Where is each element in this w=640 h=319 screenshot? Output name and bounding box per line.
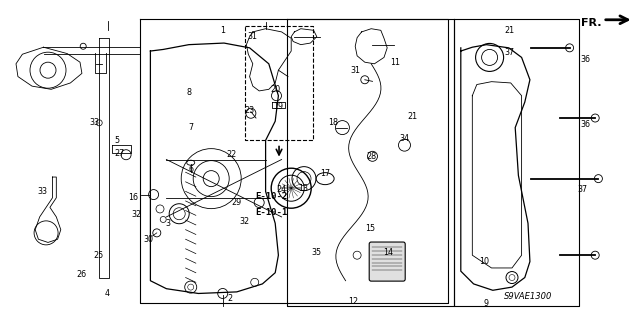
Text: 24: 24	[276, 185, 287, 194]
Text: 11: 11	[390, 58, 400, 67]
Text: 20: 20	[270, 85, 280, 94]
Text: 29: 29	[232, 198, 242, 207]
Text: 14: 14	[383, 248, 394, 256]
Text: 31: 31	[350, 66, 360, 75]
Text: 23: 23	[244, 106, 255, 115]
Text: E-10-1: E-10-1	[255, 208, 287, 217]
Text: 36: 36	[580, 55, 591, 63]
Text: 4: 4	[105, 289, 110, 298]
Text: 35: 35	[311, 248, 321, 256]
Text: 36: 36	[580, 120, 591, 129]
Text: 9: 9	[484, 299, 489, 308]
FancyBboxPatch shape	[369, 242, 405, 281]
Text: 12: 12	[348, 297, 358, 306]
Text: 25: 25	[93, 251, 104, 260]
Text: 21: 21	[504, 26, 515, 35]
Text: 10: 10	[479, 257, 489, 266]
Text: 15: 15	[365, 224, 376, 233]
Text: 7: 7	[188, 123, 193, 132]
Text: 17: 17	[320, 169, 330, 178]
Text: FR.: FR.	[581, 18, 602, 27]
Text: 16: 16	[128, 193, 138, 202]
Text: 37: 37	[504, 48, 515, 57]
Text: 21: 21	[407, 112, 417, 121]
Text: 32: 32	[131, 210, 141, 219]
Text: 19: 19	[273, 102, 284, 111]
Text: 8: 8	[187, 88, 192, 97]
Text: 31: 31	[247, 32, 257, 41]
Text: E-10-2: E-10-2	[255, 192, 287, 201]
Text: 34: 34	[399, 134, 410, 143]
Text: S9VAE1300: S9VAE1300	[504, 292, 552, 301]
Text: 3: 3	[165, 219, 170, 228]
Text: 27: 27	[115, 149, 125, 158]
Text: 32: 32	[239, 217, 250, 226]
Text: 33: 33	[37, 187, 47, 196]
Text: 30: 30	[143, 235, 154, 244]
Text: 18: 18	[328, 118, 339, 127]
Text: 26: 26	[77, 270, 87, 279]
Text: 5: 5	[115, 136, 120, 145]
Text: 28: 28	[366, 152, 376, 161]
Text: 1: 1	[220, 26, 225, 35]
Text: 2: 2	[228, 294, 233, 303]
Text: 13: 13	[298, 184, 308, 193]
Text: 33: 33	[90, 118, 100, 127]
Text: 37: 37	[577, 185, 588, 194]
Text: 6: 6	[188, 165, 193, 174]
Text: 22: 22	[227, 150, 237, 159]
